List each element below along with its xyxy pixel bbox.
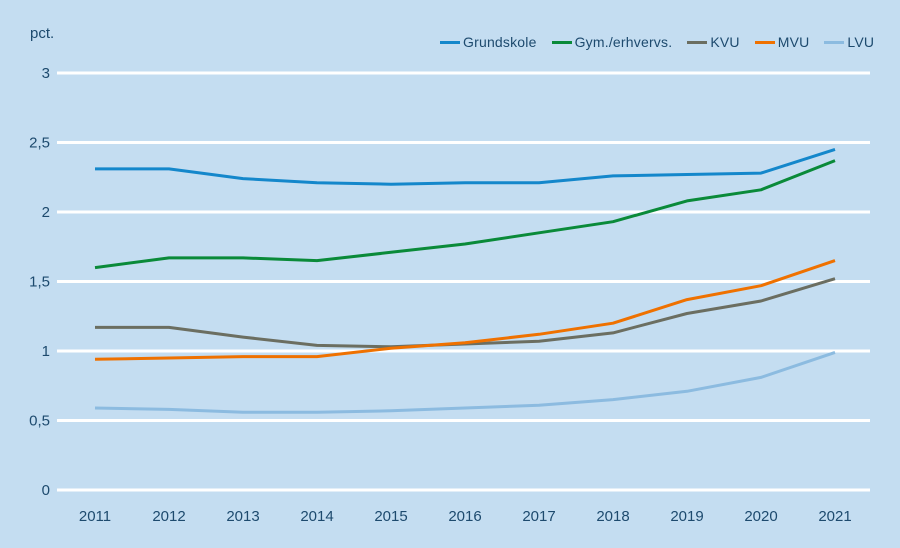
y-tick-label: 0 [42, 482, 50, 499]
series-line-lvu [94, 350, 836, 414]
legend-item-lvu: LVU [824, 34, 874, 50]
x-tick-label-2013: 2013 [226, 508, 259, 525]
x-tick-label-2017: 2017 [522, 508, 555, 525]
legend-item-grundskole: Grundskole [440, 34, 537, 50]
legend-label-gym-erhvervs: Gym./erhvervs. [574, 34, 673, 50]
chart-legend: Grundskole Gym./erhvervs. KVU MVU LVU [440, 33, 874, 51]
x-tick-label-2015: 2015 [374, 508, 407, 525]
series-line-gym-erhvervs [94, 159, 836, 270]
legend-label-kvu: KVU [710, 34, 740, 50]
legend-label-lvu: LVU [847, 34, 875, 50]
y-tick-label: 3 [42, 65, 50, 82]
x-tick-label-2012: 2012 [152, 508, 185, 525]
x-tick-label-2021: 2021 [818, 508, 851, 525]
y-axis-unit-label: pct. [30, 25, 54, 42]
series-line-kvu [95, 277, 836, 349]
x-tick-label-2020: 2020 [744, 508, 777, 525]
x-tick-label-2019: 2019 [670, 508, 703, 525]
legend-label-grundskole: Grundskole [463, 34, 537, 50]
y-tick-label: 1 [42, 343, 50, 360]
legend-item-mvu: MVU [754, 34, 810, 50]
series-line-grundskole [95, 147, 836, 186]
legend-label-mvu: MVU [777, 34, 810, 50]
legend-marker-gym-erhvervs [551, 40, 572, 44]
x-tick-label-2011: 2011 [79, 508, 111, 525]
legend-marker-mvu [754, 40, 775, 44]
y-tick-label: 1,5 [29, 274, 50, 291]
y-tick-label: 2 [42, 204, 50, 221]
y-tick-label: 0,5 [29, 413, 50, 430]
x-tick-label-2016: 2016 [448, 508, 481, 525]
y-tick-label: 2,5 [29, 135, 50, 152]
legend-item-kvu: KVU [687, 34, 740, 50]
series-line-mvu [94, 259, 836, 361]
legend-marker-grundskole [440, 40, 460, 44]
legend-marker-lvu [824, 40, 845, 44]
x-tick-label-2018: 2018 [596, 508, 629, 525]
legend-item-gym-erhvervs: Gym./erhvervs. [551, 34, 673, 50]
x-tick-label-2014: 2014 [300, 508, 333, 525]
legend-marker-kvu [687, 40, 708, 44]
